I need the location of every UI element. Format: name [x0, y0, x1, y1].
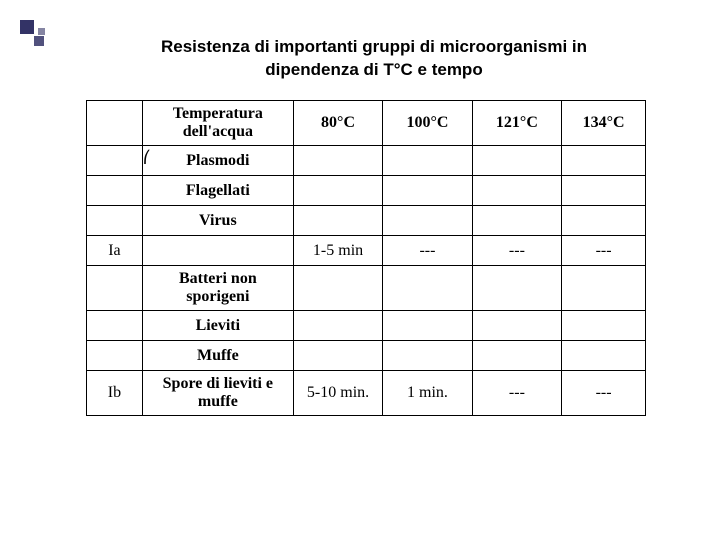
cell-100	[383, 146, 472, 176]
cell-80	[293, 341, 382, 371]
cell-121	[472, 266, 561, 311]
cell-100	[383, 206, 472, 236]
resistance-table: Temperatura dell'acqua 80°C 100°C 121°C …	[86, 100, 646, 416]
table-row: Batteri non sporigeni	[87, 266, 646, 311]
cell-group: Ib	[87, 371, 143, 416]
cell-group: Ia	[87, 236, 143, 266]
cell-121: ---	[472, 236, 561, 266]
table-row: Virus	[87, 206, 646, 236]
cell-80	[293, 146, 382, 176]
table-header-row: Temperatura dell'acqua 80°C 100°C 121°C …	[87, 101, 646, 146]
cell-80: 5-10 min.	[293, 371, 382, 416]
cell-name: Plasmodi	[142, 146, 293, 176]
cell-80	[293, 176, 382, 206]
header-temperature: Temperatura dell'acqua	[142, 101, 293, 146]
cell-100	[383, 176, 472, 206]
cell-name	[142, 236, 293, 266]
cell-100	[383, 266, 472, 311]
cell-100: ---	[383, 236, 472, 266]
cell-100	[383, 341, 472, 371]
cell-name: Batteri non sporigeni	[142, 266, 293, 311]
cell-name: Muffe	[142, 341, 293, 371]
table-row: Ia 1-5 min --- --- ---	[87, 236, 646, 266]
cell-134	[562, 206, 646, 236]
cell-121	[472, 176, 561, 206]
cell-134	[562, 146, 646, 176]
header-100c: 100°C	[383, 101, 472, 146]
cell-80	[293, 311, 382, 341]
cell-134: ---	[562, 371, 646, 416]
slide-title: Resistenza di importanti gruppi di micro…	[114, 36, 634, 82]
cell-100	[383, 311, 472, 341]
cell-134	[562, 341, 646, 371]
cell-121	[472, 341, 561, 371]
cell-121	[472, 206, 561, 236]
cell-name: Virus	[142, 206, 293, 236]
table-row: Muffe	[87, 341, 646, 371]
table-row: Ib Spore di lieviti e muffe 5-10 min. 1 …	[87, 371, 646, 416]
header-134c: 134°C	[562, 101, 646, 146]
cell-80	[293, 206, 382, 236]
cell-100: 1 min.	[383, 371, 472, 416]
cell-name: Flagellati	[142, 176, 293, 206]
header-blank	[87, 101, 143, 146]
cell-134	[562, 176, 646, 206]
cell-name: Lieviti	[142, 311, 293, 341]
slide-bullet-decoration	[20, 20, 56, 56]
cell-group	[87, 341, 143, 371]
cell-134	[562, 311, 646, 341]
cell-group	[87, 206, 143, 236]
cell-134	[562, 266, 646, 311]
cell-name: Spore di lieviti e muffe	[142, 371, 293, 416]
cell-121: ---	[472, 371, 561, 416]
cell-group	[87, 311, 143, 341]
cell-80	[293, 266, 382, 311]
cell-121	[472, 146, 561, 176]
table-row: Flagellati	[87, 176, 646, 206]
cell-80: 1-5 min	[293, 236, 382, 266]
cell-group	[87, 146, 143, 176]
cell-group	[87, 176, 143, 206]
cell-121	[472, 311, 561, 341]
table-row: Plasmodi	[87, 146, 646, 176]
cell-134: ---	[562, 236, 646, 266]
table-row: Lieviti	[87, 311, 646, 341]
cell-group	[87, 266, 143, 311]
header-121c: 121°C	[472, 101, 561, 146]
header-80c: 80°C	[293, 101, 382, 146]
